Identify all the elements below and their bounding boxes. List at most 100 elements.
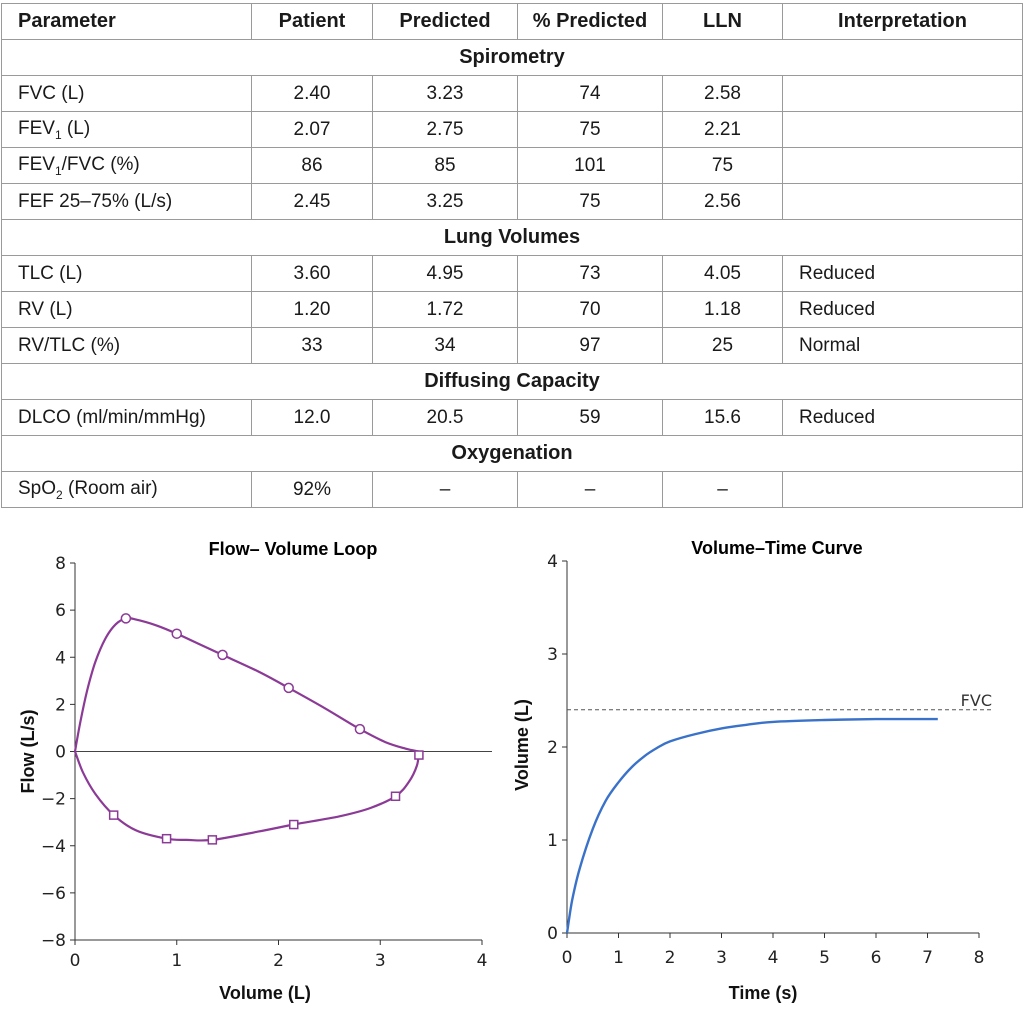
- interpretation-cell: [782, 471, 1023, 508]
- y-tick-label: 2: [547, 738, 558, 758]
- y-tick-label: 3: [547, 645, 558, 665]
- y-axis-label: Volume (L): [512, 699, 532, 791]
- y-tick-label: 0: [55, 743, 66, 763]
- patient-cell: 2.40: [251, 75, 373, 112]
- y-tick-label: 2: [55, 695, 66, 715]
- header-parameter: Parameter: [1, 3, 252, 40]
- pct-predicted-cell: 97: [517, 327, 663, 364]
- section-title-diffusing-capacity: Diffusing Capacity: [1, 363, 1023, 400]
- x-tick-label: 3: [716, 948, 727, 968]
- param-subscript: 1: [54, 163, 62, 178]
- patient-cell: 2.45: [251, 183, 373, 220]
- pct-predicted-cell: 73: [517, 255, 663, 292]
- interpretation-cell: Reduced: [782, 291, 1023, 328]
- param-subscript: 2: [56, 487, 63, 502]
- y-tick-label: 0: [547, 924, 558, 944]
- predicted-cell: –: [372, 471, 518, 508]
- param-cell: FEV1/FVC (%): [1, 147, 252, 184]
- inspiratory-point: [108, 810, 119, 820]
- expiratory-curve: [73, 616, 420, 753]
- patient-cell: 86: [251, 147, 373, 184]
- interpretation-cell: Reduced: [782, 399, 1023, 436]
- table-row: RV/TLC (%) 33 34 97 25 Normal: [1, 327, 1023, 364]
- param-cell: DLCO (ml/min/mmHg): [1, 399, 252, 436]
- y-tick-label: −4: [41, 837, 66, 857]
- table-row: FEV1/FVC (%) 86 85 101 75: [1, 147, 1023, 184]
- interpretation-cell: [782, 111, 1023, 148]
- pct-predicted-cell: –: [517, 471, 663, 508]
- x-tick-label: 1: [613, 948, 624, 968]
- inspiratory-point: [289, 819, 299, 830]
- table-header-row: Parameter Patient Predicted % Predicted …: [1, 3, 1023, 40]
- fvc-reference-label: FVC: [961, 691, 992, 710]
- x-tick-label: 4: [477, 951, 488, 971]
- x-tick-label: 2: [273, 951, 284, 971]
- param-text-suffix: /FVC (%): [61, 153, 140, 175]
- y-tick-label: 8: [55, 554, 66, 574]
- table-row: TLC (L) 3.60 4.95 73 4.05 Reduced: [1, 255, 1023, 292]
- interpretation-cell: [782, 147, 1023, 184]
- x-tick-label: 7: [922, 948, 933, 968]
- section-title-spirometry: Spirometry: [1, 39, 1023, 76]
- lln-cell: 4.05: [662, 255, 783, 292]
- patient-cell: 12.0: [251, 399, 373, 436]
- header-patient: Patient: [251, 3, 373, 40]
- inspiratory-point: [414, 750, 424, 760]
- y-tick-label: 4: [547, 552, 558, 572]
- expiratory-point: [283, 682, 294, 694]
- x-axis-label: Time (s): [729, 983, 798, 1003]
- param-text: FEV: [18, 117, 55, 139]
- param-text: SpO: [18, 477, 57, 499]
- patient-cell: 92%: [251, 471, 373, 508]
- flow-volume-loop-chart: −8 −6 −4 −2 0 2 4 6 8 0 1 2 3 4 Flow– Volume Loop Volum…: [18, 539, 492, 1003]
- table-row: FEV1 (L) 2.07 2.75 75 2.21: [1, 111, 1023, 148]
- y-tick-label: 6: [55, 601, 66, 621]
- predicted-cell: 2.75: [372, 111, 518, 148]
- x-tick-label: 0: [70, 951, 81, 971]
- header-predicted: Predicted: [372, 3, 518, 40]
- expiratory-point: [171, 628, 182, 639]
- header-percent-predicted: % Predicted: [517, 3, 663, 40]
- volume-time-curve-chart: 0 1 2 3 4 0 1 2 3 4 5 6 7 8 Volume–Time Curve Time (s) V…: [512, 538, 992, 1003]
- predicted-cell: 1.72: [372, 291, 518, 328]
- inspiratory-point: [161, 833, 172, 844]
- x-axis-label: Volume (L): [219, 983, 311, 1003]
- inspiratory-curve: [73, 751, 420, 842]
- param-text-suffix: (Room air): [62, 477, 158, 499]
- expiratory-point: [120, 613, 132, 624]
- y-axis-label: Flow (L/s): [18, 710, 38, 794]
- patient-cell: 1.20: [251, 291, 373, 328]
- param-cell: TLC (L): [1, 255, 252, 292]
- predicted-cell: 20.5: [372, 399, 518, 436]
- x-tick-label: 0: [562, 948, 573, 968]
- section-row: Lung Volumes: [1, 219, 1023, 256]
- predicted-cell: 3.23: [372, 75, 518, 112]
- lln-cell: 2.56: [662, 183, 783, 220]
- param-cell: FEV1 (L): [1, 111, 252, 148]
- pct-predicted-cell: 75: [517, 111, 663, 148]
- lln-cell: 25: [662, 327, 783, 364]
- pct-predicted-cell: 75: [517, 183, 663, 220]
- x-tick-label: 8: [974, 948, 985, 968]
- param-cell: RV/TLC (%): [1, 327, 252, 364]
- chart-title: Flow– Volume Loop: [209, 539, 378, 559]
- patient-cell: 33: [251, 327, 373, 364]
- inspiratory-point: [207, 835, 218, 845]
- param-text: FEV: [18, 153, 55, 175]
- x-tick-label: 2: [665, 948, 676, 968]
- volume-time-curve: [565, 717, 938, 934]
- lln-cell: 1.18: [662, 291, 783, 328]
- param-cell: SpO2 (Room air): [1, 471, 252, 508]
- predicted-cell: 4.95: [372, 255, 518, 292]
- lln-cell: 15.6: [662, 399, 783, 436]
- pct-predicted-cell: 70: [517, 291, 663, 328]
- section-row: Diffusing Capacity: [1, 363, 1023, 400]
- pct-predicted-cell: 74: [517, 75, 663, 112]
- param-cell: RV (L): [1, 291, 252, 328]
- param-text-suffix: (L): [61, 117, 91, 139]
- x-tick-label: 1: [171, 951, 182, 971]
- table-row: FEF 25–75% (L/s) 2.45 3.25 75 2.56: [1, 183, 1023, 220]
- lln-cell: –: [662, 471, 783, 508]
- expiratory-point: [217, 649, 228, 661]
- expiratory-point: [354, 723, 366, 735]
